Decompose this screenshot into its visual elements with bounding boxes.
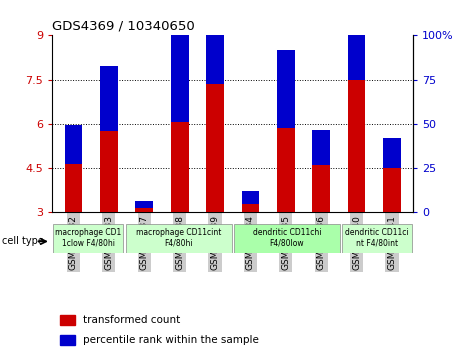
Text: macrophage CD1
1clow F4/80hi: macrophage CD1 1clow F4/80hi	[55, 228, 122, 248]
Bar	[171, 30, 189, 122]
Bar	[135, 201, 153, 208]
Bar	[135, 208, 153, 212]
Bar	[348, 80, 365, 212]
Text: cell type: cell type	[2, 236, 44, 246]
Bar	[60, 335, 75, 346]
Text: dendritic CD11chi
F4/80low: dendritic CD11chi F4/80low	[253, 228, 321, 248]
Bar	[65, 125, 82, 164]
Bar	[206, 84, 224, 212]
Bar	[277, 128, 294, 212]
Text: dendritic CD11ci
nt F4/80int: dendritic CD11ci nt F4/80int	[345, 228, 409, 248]
Bar	[242, 191, 259, 204]
Bar	[342, 224, 412, 252]
Bar	[65, 164, 82, 212]
Text: GDS4369 / 10340650: GDS4369 / 10340650	[52, 20, 195, 33]
Bar	[242, 204, 259, 212]
Bar	[171, 122, 189, 212]
Bar	[53, 224, 124, 252]
Bar	[313, 130, 330, 165]
Text: percentile rank within the sample: percentile rank within the sample	[83, 335, 258, 345]
Bar	[234, 224, 340, 252]
Bar	[100, 66, 118, 131]
Bar	[206, 0, 224, 84]
Bar	[125, 224, 232, 252]
Text: macrophage CD11cint
F4/80hi: macrophage CD11cint F4/80hi	[136, 228, 221, 248]
Bar	[60, 315, 75, 325]
Bar	[100, 131, 118, 212]
Bar	[277, 51, 294, 128]
Text: transformed count: transformed count	[83, 315, 180, 325]
Bar	[313, 165, 330, 212]
Bar	[348, 0, 365, 80]
Bar	[383, 138, 401, 168]
Bar	[383, 168, 401, 212]
